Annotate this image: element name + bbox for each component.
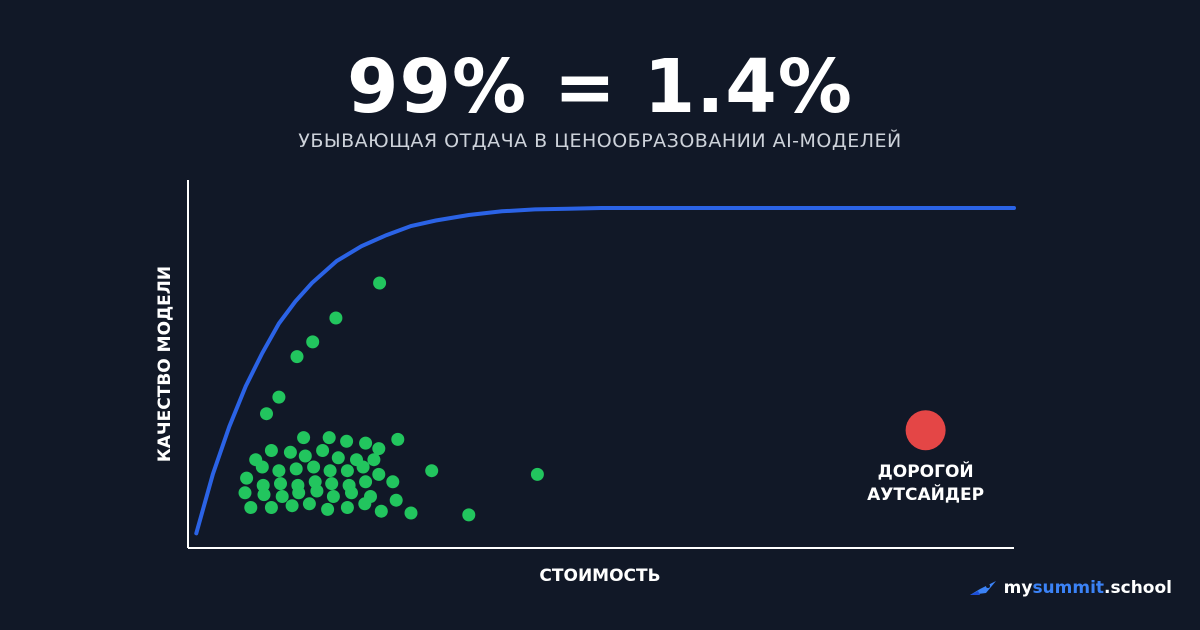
brand-accent: summit: [1032, 578, 1105, 598]
scatter-point-49: [244, 501, 258, 514]
scatter-point-43: [292, 486, 306, 500]
brand-suffix: .school: [1104, 578, 1172, 598]
scatter-point-44: [310, 484, 324, 498]
highlight-point: [905, 410, 946, 451]
brand-prefix: my: [1003, 578, 1033, 598]
scatter-point-20: [367, 453, 381, 467]
scatter-point-14: [264, 444, 278, 457]
scatter-point-3: [306, 335, 320, 349]
scatter-point-52: [302, 497, 316, 511]
scatter-point-51: [285, 499, 299, 513]
scatter-point-56: [374, 504, 388, 518]
scatter-point-18: [331, 451, 345, 465]
scatter-point-36: [359, 475, 373, 489]
scatter-point-2: [329, 311, 343, 325]
scatter-point-6: [260, 407, 273, 421]
scatter-point-45: [326, 490, 340, 503]
scatter-point-26: [340, 464, 354, 478]
scatter-point-5: [272, 390, 286, 404]
subtitle: УБЫВАЮЩАЯ ОТДАЧА В ЦЕНООБРАЗОВАНИИ AI-МО…: [298, 130, 902, 152]
scatter-point-50: [264, 501, 278, 514]
scatter-point-29: [240, 471, 254, 485]
scatter-point-46: [345, 486, 358, 500]
scatter-point-9: [340, 434, 354, 448]
scatter-point-15: [283, 445, 297, 459]
scatter-point-55: [358, 497, 372, 511]
scatter-point-24: [307, 460, 321, 474]
scatter-point-8: [322, 431, 336, 445]
scatter-point-57: [404, 506, 418, 520]
scatter-point-54: [340, 501, 354, 514]
brand-logo: my summit .school: [968, 578, 1172, 598]
scatter-point-7: [297, 431, 311, 445]
scatter-point-58: [462, 508, 476, 522]
y-axis-label: КАЧЕСТВО МОДЕЛИ: [155, 266, 175, 462]
scatter-point-4: [290, 350, 304, 364]
scatter-point-31: [274, 477, 287, 491]
highlight-label-line-2: АУТСАЙДЕР: [867, 483, 984, 505]
scatter-point-17: [316, 444, 330, 457]
scatter-point-27: [356, 460, 370, 474]
highlight-label-line-1: ДОРОГОЙ: [878, 460, 974, 482]
scatter-points: [238, 276, 544, 522]
scatter-point-10: [359, 436, 373, 450]
scatter-point-12: [391, 432, 405, 446]
scatter-point-41: [257, 488, 271, 502]
x-axis-label: СТОИМОСТЬ: [539, 566, 660, 586]
scatter-point-48: [389, 493, 403, 507]
scatter-point-25: [323, 464, 337, 478]
scatter-point-42: [275, 490, 289, 503]
scatter-point-40: [238, 486, 252, 500]
scatter-point-28: [372, 467, 386, 481]
scatter-point-37: [386, 475, 400, 489]
scatter-point-1: [373, 276, 387, 290]
scatter-point-38: [425, 464, 439, 478]
scatter-point-39: [530, 467, 544, 481]
scatter-point-23: [289, 462, 303, 476]
scatter-point-34: [325, 477, 339, 491]
scatter-point-11: [372, 442, 386, 456]
headline: 99% = 1.4%: [347, 44, 853, 130]
scatter-point-53: [321, 502, 335, 516]
rocket-icon: [969, 581, 996, 595]
quality-curve: [194, 206, 1016, 536]
scatter-point-16: [298, 449, 312, 463]
scatter-point-21: [255, 460, 269, 474]
scatter-point-22: [272, 464, 286, 478]
